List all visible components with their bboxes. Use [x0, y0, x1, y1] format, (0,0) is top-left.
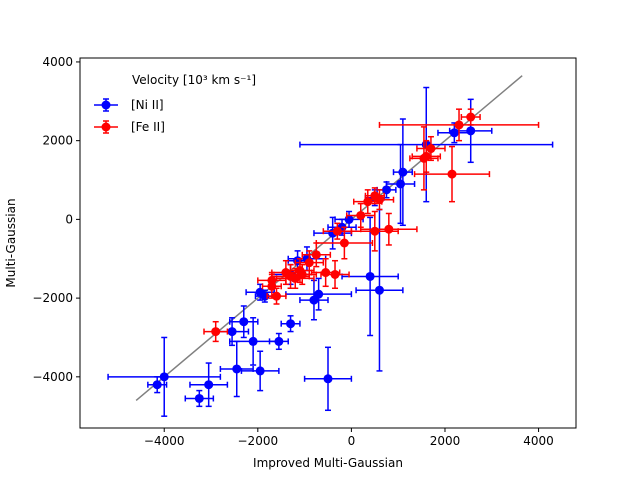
marker	[363, 197, 373, 207]
marker	[297, 269, 307, 279]
legend-label: [Fe II]	[131, 120, 165, 134]
legend-title: Velocity [10³ km s⁻¹]	[132, 73, 256, 87]
y-tick-label: 2000	[42, 134, 73, 148]
legend-label: [Ni II]	[131, 98, 164, 112]
x-tick-label: 0	[348, 434, 356, 448]
series-layer	[107, 86, 554, 417]
marker	[339, 238, 349, 248]
y-axis-label: Multi-Gaussian	[4, 198, 18, 287]
marker	[447, 169, 457, 179]
y-tick-label: −2000	[32, 291, 73, 305]
legend-marker	[101, 100, 111, 110]
data-point	[385, 143, 416, 225]
marker	[381, 185, 391, 195]
marker	[396, 179, 406, 189]
x-tick-label: −2000	[238, 434, 279, 448]
data-point	[341, 216, 399, 337]
marker	[152, 380, 162, 390]
marker	[466, 112, 476, 122]
data-point	[378, 108, 540, 142]
data-point	[189, 362, 229, 408]
marker	[398, 167, 408, 177]
marker	[344, 214, 354, 224]
marker	[466, 126, 476, 136]
marker	[321, 268, 331, 278]
marker	[248, 336, 258, 346]
legend-item: [Ni II]	[94, 98, 164, 112]
data-point	[294, 250, 325, 276]
marker	[314, 289, 324, 299]
data-point	[364, 189, 395, 211]
marker	[204, 380, 214, 390]
data-point	[275, 267, 315, 290]
marker	[384, 224, 394, 234]
data-point	[268, 332, 289, 351]
data-point	[355, 208, 404, 372]
x-tick-label: 2000	[430, 434, 461, 448]
data-point	[228, 305, 259, 339]
marker	[232, 364, 242, 374]
marker	[272, 291, 282, 301]
y-tick-label: 0	[65, 212, 73, 226]
data-point	[350, 210, 399, 252]
identity-reference-line	[135, 75, 523, 402]
marker	[290, 273, 300, 283]
data-point	[460, 108, 481, 126]
marker	[255, 366, 265, 376]
marker	[454, 120, 464, 130]
marker	[194, 393, 204, 403]
marker	[426, 144, 436, 154]
legend-marker	[101, 122, 111, 132]
data-point	[107, 336, 222, 417]
marker	[370, 226, 380, 236]
marker	[332, 226, 342, 236]
marker	[159, 372, 169, 382]
series-fe-ii	[203, 108, 540, 343]
marker	[330, 269, 340, 279]
marker	[323, 374, 333, 384]
marker	[267, 281, 277, 291]
data-point	[203, 320, 229, 343]
data-point	[240, 350, 280, 392]
data-point	[416, 135, 446, 162]
data-point	[147, 376, 168, 394]
data-point	[303, 346, 353, 412]
data-point	[360, 212, 418, 246]
marker	[311, 250, 321, 260]
data-point	[219, 340, 254, 398]
marker	[239, 317, 249, 327]
data-point	[320, 259, 350, 290]
marker	[286, 319, 296, 329]
marker	[211, 327, 221, 337]
legend-items: [Ni II] [Fe II]	[94, 98, 165, 134]
marker	[274, 336, 284, 346]
data-point	[409, 126, 439, 191]
marker	[374, 285, 384, 295]
marker	[293, 256, 303, 266]
marker	[356, 210, 366, 220]
axes-layer: −4000 −2000 0 2000 4000 −4000 −2000 0 2000 4000	[32, 55, 553, 448]
data-point	[228, 317, 278, 366]
data-point	[266, 287, 287, 305]
x-tick-label: −4000	[144, 434, 185, 448]
y-tick-label: 4000	[42, 55, 73, 69]
marker	[449, 128, 459, 138]
y-tick-label: −4000	[32, 370, 73, 384]
marker	[304, 258, 314, 268]
legend-item: [Fe II]	[94, 120, 165, 134]
x-axis-label: Improved Multi-Gaussian	[253, 456, 403, 470]
marker	[227, 327, 237, 337]
plot-frame	[79, 57, 577, 429]
legend: Velocity [10³ km s⁻¹] [Ni II] [Fe II]	[94, 73, 256, 134]
data-point	[280, 315, 301, 333]
marker	[365, 271, 375, 281]
data-point	[413, 145, 491, 203]
marker	[419, 153, 429, 163]
marker	[374, 195, 384, 205]
x-tick-label: 4000	[523, 434, 554, 448]
data-point	[315, 226, 374, 260]
